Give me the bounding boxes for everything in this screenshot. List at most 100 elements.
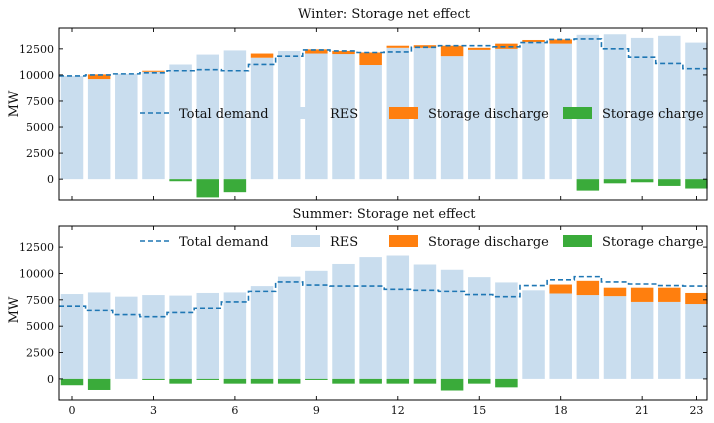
summer-res-bar-2 (115, 296, 138, 379)
winter-legend: Total demand RES Storage discharge Storage … (140, 107, 704, 122)
winter-ytick-label: 10000 (19, 69, 54, 82)
summer-charge-bar-14 (440, 378, 464, 391)
summer-res-bar-8 (277, 276, 301, 379)
summer-charge-bar-11 (359, 378, 382, 384)
summer-xtick-label: 18 (554, 404, 568, 417)
winter-res-bar-4 (169, 64, 192, 180)
summer-xtick-label: 21 (635, 404, 649, 417)
summer-legend-label-3: Storage charge (602, 235, 704, 250)
summer-bars (60, 255, 708, 391)
summer-charge-bar-5 (196, 378, 219, 380)
summer-discharge-bar-22 (658, 287, 681, 302)
winter-discharge-bar-18 (549, 39, 572, 44)
winter-legend-label-0: Total demand (179, 107, 269, 122)
winter-res-bar-18 (549, 43, 572, 180)
winter-ytick-label: 0 (47, 173, 54, 186)
winter-ytick-label: 5000 (26, 121, 54, 134)
summer-ytick-label: 5000 (26, 320, 54, 333)
winter-discharge-bar-15 (468, 47, 491, 50)
summer-res-bar-5 (196, 292, 219, 379)
summer-legend-swatch-3 (563, 235, 592, 247)
winter-ylabel: MW (7, 90, 22, 117)
winter-charge-bar-6 (223, 179, 247, 193)
summer-res-bar-16 (495, 282, 518, 379)
winter-discharge-bar-17 (522, 39, 545, 43)
summer-ytick-label: 12500 (19, 241, 54, 254)
summer-ytick-label: 0 (47, 373, 54, 386)
summer-res-bar-12 (386, 255, 410, 379)
summer-res-bar-7 (250, 286, 274, 379)
summer-charge-bar-4 (169, 378, 192, 384)
winter-res-bar-19 (576, 34, 600, 180)
summer-res-bar-0 (60, 294, 84, 379)
summer-res-bar-11 (359, 257, 382, 379)
winter-charge-bar-4 (169, 179, 192, 182)
summer-res-bar-3 (142, 295, 165, 379)
summer-charge-bar-6 (223, 378, 247, 384)
winter-res-bar-17 (522, 42, 545, 180)
summer-res-bar-23 (685, 304, 708, 379)
summer-discharge-bar-23 (685, 292, 708, 305)
winter-ytick-label: 2500 (26, 147, 54, 160)
summer-charge-bar-13 (413, 378, 437, 384)
summer-res-bar-1 (87, 292, 111, 379)
winter-res-bar-1 (87, 79, 111, 180)
summer-charge-bar-7 (250, 378, 274, 384)
summer-xtick-label: 6 (231, 404, 238, 417)
summer-charge-bar-12 (386, 378, 410, 384)
summer-charge-bar-1 (87, 378, 111, 390)
winter-legend-swatch-2 (389, 107, 418, 119)
summer-res-bar-18 (549, 293, 572, 379)
winter-res-bar-21 (630, 37, 654, 180)
summer-res-bar-14 (440, 269, 464, 379)
summer-res-bar-4 (169, 295, 192, 379)
summer-xtick-label: 12 (391, 404, 405, 417)
winter-res-bar-15 (468, 49, 491, 180)
summer-charge-bar-10 (332, 378, 355, 384)
summer-discharge-bar-21 (630, 287, 654, 302)
summer-discharge-bar-19 (576, 280, 600, 296)
summer-legend-swatch-2 (389, 235, 418, 247)
summer-xtick-label: 0 (69, 404, 76, 417)
winter-charge-bar-21 (630, 179, 654, 183)
winter-res-bar-13 (413, 47, 437, 180)
summer-ytick-label: 10000 (19, 267, 54, 280)
summer-res-bar-19 (576, 295, 600, 379)
summer-xtick-label: 15 (472, 404, 486, 417)
winter-res-bar-8 (277, 50, 301, 180)
summer-charge-bar-3 (142, 378, 165, 380)
summer-axes: 0 2500 5000 7500 10000 12500 0 3 6 9 12 15 18 21 23 (19, 225, 708, 417)
summer-panel: Summer: Storage net effect 0 2500 5000 7500… (7, 207, 708, 417)
winter-legend-label-3: Storage charge (602, 107, 704, 122)
summer-legend: Total demand RES Storage discharge Storage … (140, 235, 704, 250)
winter-res-bar-2 (115, 73, 138, 180)
summer-ylabel: MW (7, 296, 22, 323)
summer-res-bar-20 (603, 296, 627, 379)
winter-res-bar-10 (332, 54, 355, 180)
winter-title: Winter: Storage net effect (298, 7, 471, 22)
summer-axes-frame (58, 225, 708, 401)
winter-discharge-bar-3 (142, 70, 165, 72)
summer-res-bar-22 (658, 301, 681, 379)
summer-res-bar-10 (332, 263, 355, 379)
summer-res-bar-6 (223, 292, 247, 379)
winter-legend-label-2: Storage discharge (428, 107, 549, 122)
winter-res-bar-6 (223, 50, 247, 180)
summer-xtick-label: 3 (150, 404, 157, 417)
winter-res-bar-0 (60, 75, 84, 180)
winter-ytick-label: 12500 (19, 43, 54, 56)
winter-res-bar-5 (196, 54, 219, 180)
winter-charge-bar-19 (576, 179, 600, 191)
winter-panel: Winter: Storage net effect 0 2500 5000 7500… (7, 7, 708, 201)
winter-total-demand-line (59, 38, 707, 77)
winter-axes-frame (58, 27, 708, 201)
winter-bars (60, 34, 708, 198)
winter-res-bar-20 (603, 34, 627, 180)
winter-discharge-bar-9 (305, 49, 328, 54)
summer-ytick-label: 2500 (26, 347, 54, 360)
summer-demand-line (59, 275, 707, 318)
summer-discharge-bar-18 (549, 284, 572, 294)
summer-legend-label-2: Storage discharge (428, 235, 549, 250)
summer-res-bar-17 (522, 290, 545, 379)
